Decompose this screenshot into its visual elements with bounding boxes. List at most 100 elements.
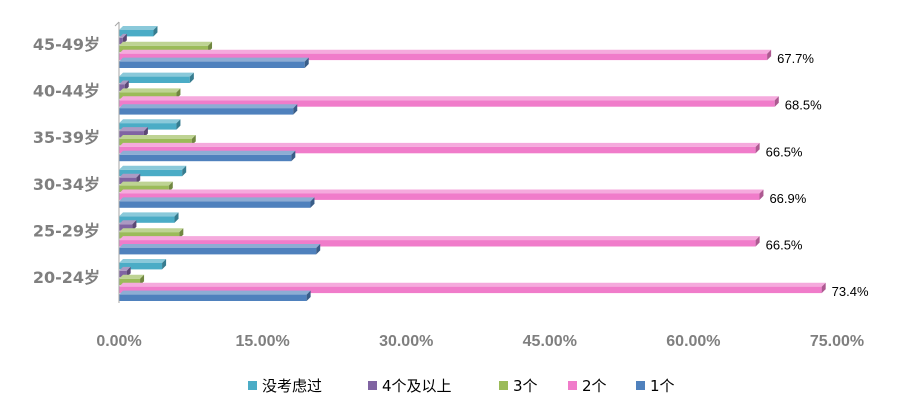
- bar-front-face: [119, 53, 768, 61]
- bar-top-face: [119, 165, 187, 170]
- bar-top-face: [119, 220, 137, 225]
- bar-front-face: [119, 232, 180, 239]
- bar-top-face: [119, 266, 131, 271]
- x-axis-tick-labels: 0.00% 15.00% 30.00% 45.00% 60.00% 75.00%: [96, 333, 864, 350]
- bar-3个-40-44岁: [119, 88, 181, 99]
- bar-3个-30-34岁: [119, 181, 173, 192]
- bar-top-face: [119, 236, 760, 241]
- bar-4个及以上-25-29岁: [119, 220, 137, 231]
- bar-top-face: [119, 88, 181, 93]
- bar-end-face: [168, 181, 173, 192]
- bar-front-face: [119, 100, 775, 107]
- bar-front-face: [119, 224, 133, 231]
- bar-top-face: [119, 181, 173, 186]
- x-tick-label: 30.00%: [379, 333, 433, 350]
- bar-1个-30-34岁: [119, 197, 315, 208]
- bar-3个-20-24岁: [119, 274, 145, 286]
- bar-top-face: [119, 274, 145, 279]
- bar-top-face: [119, 104, 298, 109]
- bar-top-face: [119, 197, 315, 202]
- bar-front-face: [119, 193, 760, 200]
- bar-1个-40-44岁: [119, 104, 298, 115]
- bar-front-face: [119, 177, 137, 185]
- bar-1个-35-39岁: [119, 150, 296, 162]
- bar-top-face: [119, 135, 196, 139]
- bar-top-face: [119, 282, 826, 287]
- bar-end-face: [304, 57, 309, 68]
- category-label: 25-29岁: [33, 221, 100, 240]
- bar-front-face: [119, 84, 125, 91]
- bar-top-face: [119, 290, 311, 295]
- bar-3个-45-49岁: [119, 41, 213, 53]
- bar-front-face: [119, 45, 209, 53]
- bar-end-face: [162, 259, 167, 270]
- bar-没考虑过-45-49岁: [119, 26, 158, 37]
- bar-2个-25-29岁: [119, 236, 760, 247]
- bar-front-face: [119, 92, 177, 99]
- bar-2个-45-49岁: [119, 49, 772, 61]
- bar-front-face: [119, 61, 305, 68]
- x-tick-label: 45.00%: [523, 333, 577, 350]
- bar-front-face: [119, 154, 292, 162]
- y-axis-depth-edge: [114, 21, 120, 27]
- data-label: 66.5%: [766, 144, 803, 159]
- legend: 没考虑过 4个及以上 3个 2个 1个: [248, 377, 675, 395]
- bar-front-face: [119, 108, 294, 115]
- bar-1个-45-49岁: [119, 57, 309, 68]
- bar-top-face: [119, 72, 194, 77]
- bar-top-face: [119, 244, 321, 248]
- legend-swatch: [499, 381, 508, 390]
- bar-end-face: [136, 173, 141, 185]
- bar-end-face: [182, 165, 187, 177]
- bar-end-face: [132, 220, 137, 231]
- category-label: 20-24岁: [33, 268, 100, 287]
- legend-label: 没考虑过: [262, 377, 322, 395]
- bar-top-face: [119, 173, 141, 178]
- bar-top-face: [119, 127, 148, 132]
- bar-top-face: [119, 33, 127, 38]
- bar-1个-20-24岁: [119, 290, 311, 301]
- category-label: 45-49岁: [33, 35, 100, 54]
- bar-front-face: [119, 131, 144, 138]
- bar-top-face: [119, 49, 772, 54]
- bar-front-face: [119, 216, 175, 223]
- bar-top-face: [119, 228, 184, 233]
- bar-front-face: [119, 30, 154, 37]
- legend-swatch: [636, 381, 645, 390]
- legend-swatch: [568, 381, 577, 390]
- legend-item: 3个: [499, 377, 538, 395]
- bar-end-face: [122, 33, 127, 45]
- bar-front-face: [119, 169, 183, 177]
- bar-end-face: [767, 49, 772, 61]
- bar-end-face: [755, 142, 760, 154]
- bar-top-face: [119, 80, 129, 85]
- legend-label: 2个: [582, 377, 607, 395]
- bar-end-face: [189, 72, 194, 83]
- bars-layer: [119, 26, 826, 301]
- bar-front-face: [119, 270, 127, 278]
- legend-item: 2个: [568, 377, 607, 395]
- x-tick-label: 60.00%: [666, 333, 720, 350]
- bar-4个及以上-20-24岁: [119, 266, 131, 278]
- legend-label: 3个: [513, 377, 538, 395]
- legend-label: 1个: [650, 377, 675, 395]
- data-labels: 73.4% 66.5% 66.9% 66.5% 68.5% 67.7%: [766, 51, 869, 299]
- bar-end-face: [293, 104, 298, 115]
- bar-top-face: [119, 212, 179, 217]
- bar-front-face: [119, 76, 190, 83]
- legend-item: 没考虑过: [248, 377, 322, 395]
- bar-4个及以上-30-34岁: [119, 173, 141, 185]
- bar-2个-40-44岁: [119, 96, 779, 107]
- bar-end-face: [310, 197, 315, 208]
- bar-top-face: [119, 26, 158, 30]
- bar-top-face: [119, 41, 213, 46]
- bar-4个及以上-45-49岁: [119, 33, 127, 45]
- bar-end-face: [176, 88, 181, 99]
- bar-没考虑过-35-39岁: [119, 119, 181, 130]
- bar-top-face: [119, 142, 760, 147]
- bar-end-face: [124, 80, 129, 91]
- bar-4个及以上-40-44岁: [119, 80, 129, 91]
- bar-end-face: [306, 290, 311, 301]
- bar-top-face: [119, 259, 167, 263]
- bar-3个-35-39岁: [119, 135, 196, 146]
